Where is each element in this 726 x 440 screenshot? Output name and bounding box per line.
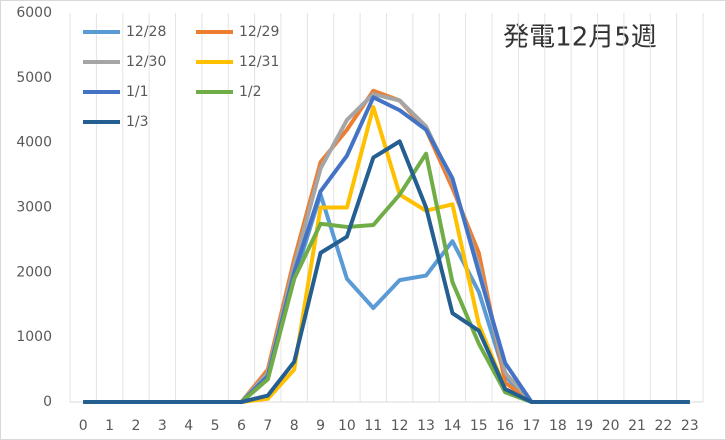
x-tick-label: 8 (290, 418, 299, 434)
x-tick-label: 11 (364, 418, 382, 434)
y-tick-label: 4000 (16, 135, 52, 151)
x-tick-label: 1 (105, 418, 114, 434)
legend-label: 1/2 (239, 84, 262, 100)
y-tick-label: 0 (43, 394, 52, 410)
x-tick-label: 3 (158, 418, 167, 434)
legend-label: 12/29 (239, 24, 279, 40)
legend-label: 12/30 (126, 54, 166, 70)
x-tick-label: 20 (602, 418, 620, 434)
series-line (83, 139, 690, 404)
legend-label: 12/31 (239, 54, 279, 70)
y-tick-label: 5000 (16, 70, 52, 86)
legend-label: 12/28 (126, 24, 166, 40)
y-tick-label: 2000 (16, 264, 52, 280)
x-tick-label: 21 (628, 418, 646, 434)
x-tick-label: 19 (575, 418, 593, 434)
x-tick-label: 17 (523, 418, 541, 434)
x-tick-label: 7 (263, 418, 272, 434)
x-tick-label: 6 (237, 418, 246, 434)
x-tick-label: 2 (131, 418, 140, 434)
x-tick-label: 16 (496, 418, 514, 434)
x-tick-label: 0 (79, 418, 88, 434)
x-tick-label: 9 (316, 418, 325, 434)
y-tick-label: 3000 (16, 200, 52, 216)
x-tick-label: 14 (444, 418, 462, 434)
x-tick-label: 13 (417, 418, 435, 434)
y-tick-label: 1000 (16, 329, 52, 345)
x-tick-label: 22 (655, 418, 673, 434)
x-tick-label: 5 (211, 418, 220, 434)
legend-label: 1/3 (126, 114, 149, 130)
x-tick-label: 12 (391, 418, 409, 434)
x-tick-label: 10 (338, 418, 356, 434)
x-tick-label: 4 (184, 418, 193, 434)
x-tick-label: 23 (681, 418, 699, 434)
x-tick-label: 15 (470, 418, 488, 434)
chart-title: 発電12月5週 (503, 23, 657, 53)
legend-label: 1/1 (126, 84, 149, 100)
y-tick-label: 6000 (16, 5, 52, 21)
x-tick-label: 18 (549, 418, 567, 434)
